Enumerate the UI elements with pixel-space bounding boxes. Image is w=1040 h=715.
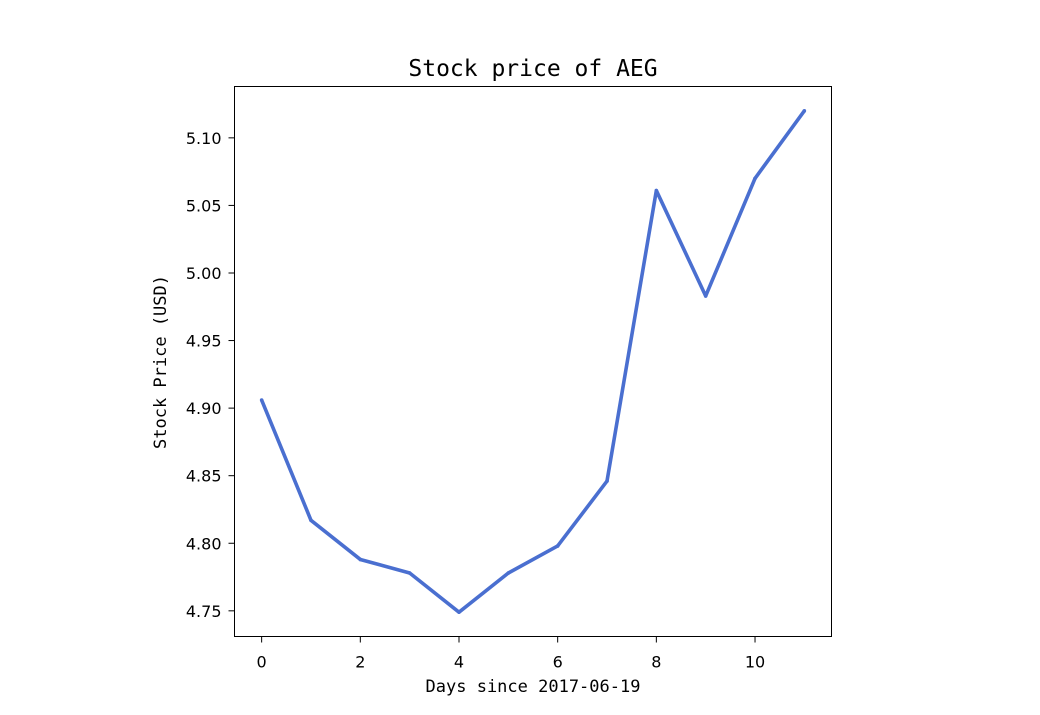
plot-area: [259, 109, 807, 614]
x-tick-label: 8: [651, 653, 661, 672]
y-tick-label: 4.85: [186, 467, 222, 486]
y-axis-label: Stock Price (USD): [151, 275, 171, 449]
data-point: [555, 544, 560, 548]
data-point: [457, 610, 461, 614]
x-tick-label: 0: [257, 653, 267, 672]
y-tick-label: 5.10: [186, 129, 222, 148]
y-tick-label: 5.00: [186, 264, 222, 283]
axes-frame: [234, 86, 832, 637]
data-point: [605, 479, 609, 483]
data-point: [654, 188, 659, 193]
series-line-0: [259, 109, 806, 614]
y-tick-label: 4.80: [186, 534, 222, 553]
y-axis-ticks: 4.75 4.80 4.85 4.90 4.95 5.00 5.05 5.10: [186, 129, 235, 621]
chart-title: Stock price of AEG: [408, 56, 657, 82]
x-axis-ticks: 0 2 4 6 8 10: [257, 636, 765, 672]
data-point: [802, 109, 807, 113]
x-tick-label: 10: [745, 653, 765, 672]
data-point: [309, 518, 313, 523]
data-point: [703, 294, 708, 298]
data-point: [259, 398, 264, 402]
data-point: [358, 557, 363, 562]
x-tick-label: 4: [454, 653, 464, 672]
y-tick-label: 5.05: [186, 196, 222, 215]
data-point: [506, 571, 511, 575]
data-point: [753, 176, 757, 181]
x-tick-label: 6: [553, 653, 563, 672]
data-point: [407, 571, 412, 575]
y-tick-label: 4.95: [186, 332, 222, 351]
y-tick-label: 4.75: [186, 602, 222, 621]
y-tick-label: 4.90: [186, 399, 222, 418]
x-tick-label: 2: [355, 653, 365, 672]
x-axis-label: Days since 2017-06-19: [426, 677, 641, 697]
